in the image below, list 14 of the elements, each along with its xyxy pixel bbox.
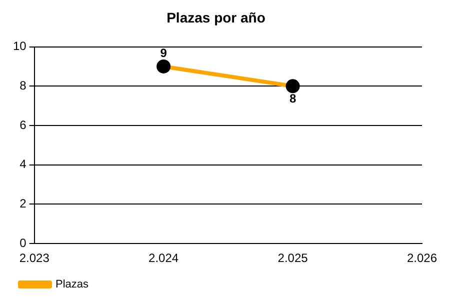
x-tick-label: 2.026 <box>406 251 438 266</box>
data-label: 9 <box>160 46 168 60</box>
legend-label: Plazas <box>56 278 90 291</box>
x-tick-label: 2.024 <box>148 251 179 266</box>
data-label: 8 <box>289 91 296 106</box>
y-tick-label: 6 <box>20 118 27 132</box>
y-tick-label: 4 <box>20 157 27 172</box>
y-tick-label: 10 <box>12 39 27 54</box>
x-tick-label: 2.025 <box>278 251 308 266</box>
y-tick-label: 2 <box>20 196 27 211</box>
x-tick-label: 2.023 <box>19 251 50 266</box>
y-tick-label: 0 <box>20 236 27 250</box>
y-tick-label: 8 <box>20 78 27 92</box>
chart-title: Plazas por año <box>166 9 266 26</box>
